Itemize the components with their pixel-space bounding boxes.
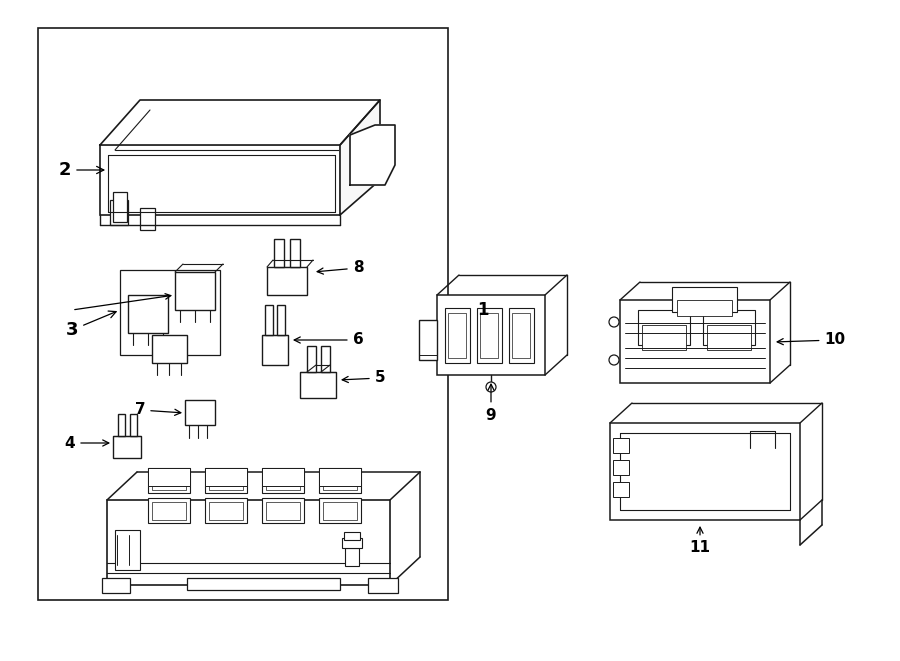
Bar <box>118 414 125 436</box>
Bar <box>265 305 273 335</box>
Bar <box>267 267 307 295</box>
Bar <box>319 468 361 486</box>
Bar <box>321 346 330 372</box>
Bar <box>480 313 498 358</box>
Bar <box>477 308 502 363</box>
Bar <box>113 436 141 458</box>
Bar <box>677 300 732 316</box>
Circle shape <box>609 355 619 365</box>
Bar <box>274 239 284 267</box>
Bar <box>115 530 140 570</box>
Bar <box>277 305 285 335</box>
Bar <box>120 270 220 355</box>
Bar <box>262 335 288 365</box>
Text: 9: 9 <box>486 384 496 422</box>
Bar <box>175 272 215 310</box>
Text: 3: 3 <box>66 311 116 339</box>
Bar <box>148 498 190 523</box>
Bar <box>148 468 190 486</box>
Bar <box>152 472 186 490</box>
Text: 2: 2 <box>58 161 104 179</box>
Bar <box>185 400 215 425</box>
Bar <box>613 482 629 497</box>
Text: 11: 11 <box>689 527 710 555</box>
Bar <box>448 313 466 358</box>
Bar <box>102 578 130 593</box>
Bar <box>344 532 360 540</box>
Bar <box>130 414 137 436</box>
Bar <box>437 295 545 375</box>
Bar <box>355 150 375 175</box>
Bar <box>319 468 361 493</box>
Bar <box>262 498 304 523</box>
Bar <box>113 192 127 222</box>
Bar <box>300 372 336 398</box>
Polygon shape <box>350 125 395 185</box>
Bar <box>262 468 304 493</box>
Bar <box>445 308 470 363</box>
Bar <box>266 472 300 490</box>
Bar <box>152 502 186 520</box>
Bar <box>38 28 448 600</box>
Bar <box>187 578 340 590</box>
Text: 10: 10 <box>778 332 846 348</box>
Text: 8: 8 <box>317 260 364 276</box>
Bar <box>620 300 770 383</box>
Bar <box>342 538 362 548</box>
Bar <box>110 200 128 225</box>
Bar <box>148 468 190 493</box>
Bar <box>266 502 300 520</box>
Bar <box>128 295 168 333</box>
Text: 4: 4 <box>65 436 109 451</box>
Bar <box>100 145 340 215</box>
Bar <box>368 578 398 593</box>
Text: 7: 7 <box>135 403 181 418</box>
Bar <box>509 308 534 363</box>
Bar <box>613 460 629 475</box>
Bar <box>152 335 187 363</box>
Bar <box>107 500 390 585</box>
Bar <box>323 502 357 520</box>
Bar <box>345 548 359 566</box>
Bar <box>262 468 304 486</box>
Bar <box>205 498 247 523</box>
Bar <box>703 310 755 345</box>
Text: 1: 1 <box>477 301 489 319</box>
Circle shape <box>486 382 496 392</box>
Bar <box>672 287 737 312</box>
Bar <box>638 310 690 345</box>
Bar <box>140 208 155 230</box>
Bar <box>323 472 357 490</box>
Bar <box>209 502 243 520</box>
Circle shape <box>609 317 619 327</box>
Polygon shape <box>100 100 380 145</box>
Bar <box>209 472 243 490</box>
Bar <box>290 239 300 267</box>
Bar <box>205 468 247 486</box>
Text: 5: 5 <box>342 371 385 385</box>
Bar <box>610 423 800 520</box>
Polygon shape <box>340 100 380 215</box>
Bar <box>613 438 629 453</box>
Bar <box>419 320 437 360</box>
Bar <box>642 325 686 350</box>
Bar <box>307 346 316 372</box>
Bar <box>205 468 247 493</box>
Bar <box>707 325 751 350</box>
Bar <box>319 498 361 523</box>
Text: 6: 6 <box>294 332 364 348</box>
Bar <box>512 313 530 358</box>
